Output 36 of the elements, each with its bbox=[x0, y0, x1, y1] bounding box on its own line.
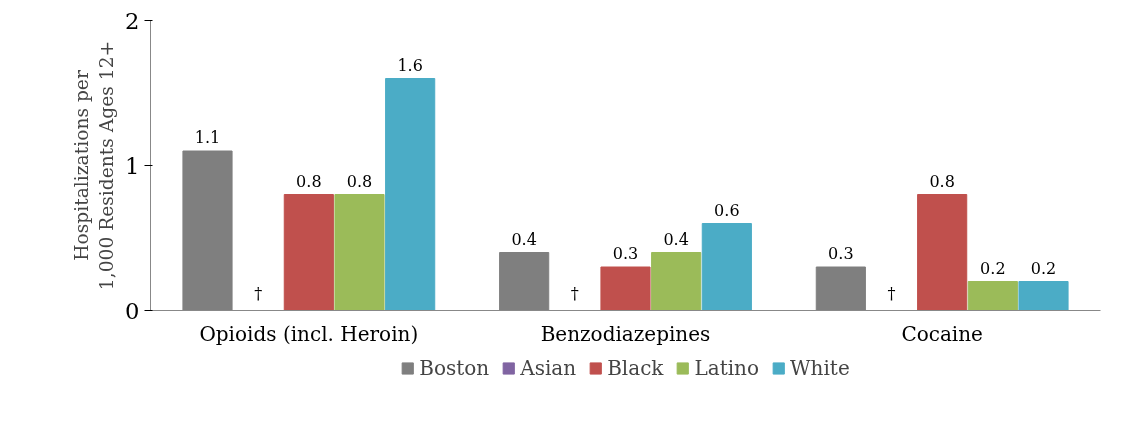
x-tick-label: Benzodiazepines bbox=[540, 321, 711, 346]
data-label: 0.4 bbox=[511, 229, 537, 249]
y-tick-label: 2 bbox=[125, 7, 140, 34]
bar bbox=[917, 194, 968, 311]
data-label: 0.3 bbox=[612, 244, 639, 263]
bar bbox=[385, 78, 436, 311]
bar bbox=[1018, 281, 1069, 311]
x-tick-label: Cocaine bbox=[901, 321, 983, 346]
y-tick-label: 1 bbox=[125, 152, 140, 179]
legend-label: Asian bbox=[520, 356, 577, 380]
legend-label: Latino bbox=[694, 356, 760, 380]
bar bbox=[283, 194, 334, 311]
bar bbox=[600, 266, 651, 311]
text: † bbox=[254, 283, 263, 303]
y-axis-title: Hospitalizations per 1,000 Residents Ages 12+ bbox=[70, 40, 118, 291]
data-label: 0.8 bbox=[346, 171, 373, 191]
data-label: 0.4 bbox=[663, 229, 689, 249]
legend-label: White bbox=[790, 356, 850, 380]
data-label: 0.2 bbox=[980, 258, 1006, 278]
data-label: 0.2 bbox=[1030, 258, 1057, 278]
legend-label: Boston bbox=[419, 356, 490, 380]
legend-label: Black bbox=[607, 356, 664, 380]
data-label: 0.3 bbox=[828, 244, 854, 263]
bar bbox=[651, 252, 702, 311]
data-label: 1.1 bbox=[194, 128, 221, 147]
y-tick-label: 0 bbox=[125, 297, 140, 324]
x-tick-label: Opioids (incl. Heroin) bbox=[199, 321, 419, 346]
bar bbox=[701, 223, 752, 311]
bar bbox=[334, 194, 385, 311]
text: † bbox=[887, 283, 896, 303]
data-label: 0.8 bbox=[929, 171, 955, 191]
data-label: 0.8 bbox=[296, 171, 322, 191]
text: † bbox=[570, 283, 579, 303]
data-label: 1.6 bbox=[397, 55, 423, 75]
data-label: 0.6 bbox=[714, 200, 740, 220]
bar bbox=[967, 281, 1018, 311]
